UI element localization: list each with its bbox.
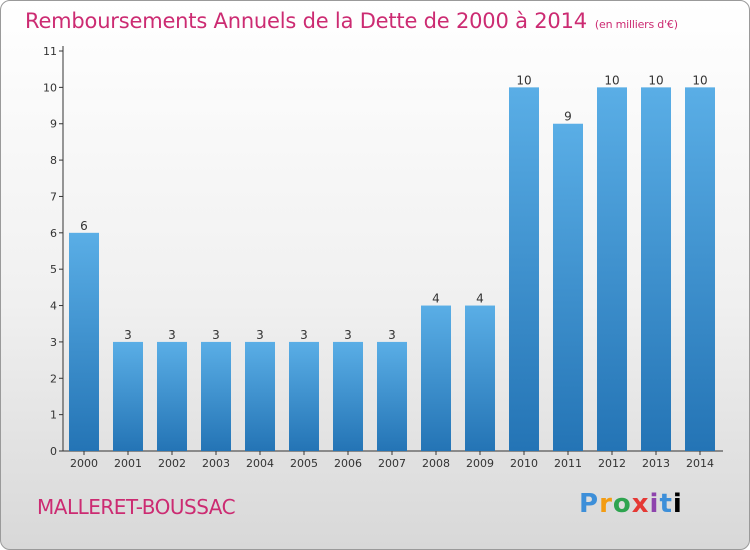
bar [509, 87, 539, 451]
y-tick-label: 1 [50, 409, 57, 422]
bar [201, 341, 231, 451]
bar [289, 341, 319, 451]
bar-value-label: 10 [692, 73, 707, 87]
bar [553, 123, 583, 452]
y-tick-label: 8 [50, 154, 57, 167]
bar-value-label: 9 [564, 110, 572, 124]
x-tick-label: 2003 [202, 457, 230, 470]
bar [69, 232, 99, 451]
x-tick-label: 2012 [598, 457, 626, 470]
x-tick-label: 2010 [510, 457, 538, 470]
x-tick-label: 2009 [466, 457, 494, 470]
bar [465, 305, 495, 451]
bar [245, 341, 275, 451]
y-tick-label: 2 [50, 372, 57, 385]
chart-title-text: Remboursements Annuels de la Dette de 20… [25, 9, 587, 33]
x-tick-label: 2002 [158, 457, 186, 470]
bar-value-label: 4 [432, 292, 440, 306]
y-tick-label: 7 [50, 190, 57, 203]
bar-value-label: 3 [212, 328, 220, 342]
x-tick-label: 2007 [378, 457, 406, 470]
x-tick-label: 2000 [70, 457, 98, 470]
bar [421, 305, 451, 451]
x-tick-label: 2011 [554, 457, 582, 470]
bar-value-label: 3 [388, 328, 396, 342]
bar [597, 87, 627, 451]
bar-value-label: 10 [648, 73, 663, 87]
proxiti-logo: Proxiti [579, 489, 683, 519]
bar [157, 341, 187, 451]
bar-value-label: 3 [344, 328, 352, 342]
x-tick-label: 2004 [246, 457, 274, 470]
bar [641, 87, 671, 451]
bar-value-label: 3 [168, 328, 176, 342]
chart-title: Remboursements Annuels de la Dette de 20… [25, 9, 678, 33]
bar [333, 341, 363, 451]
bar [685, 87, 715, 451]
bar-value-label: 3 [300, 328, 308, 342]
bar-value-label: 6 [80, 219, 88, 233]
x-tick-label: 2001 [114, 457, 142, 470]
bar-value-label: 4 [476, 292, 484, 306]
bar-value-label: 10 [604, 73, 619, 87]
y-tick-label: 3 [50, 336, 57, 349]
x-tick-label: 2014 [686, 457, 714, 470]
x-tick-label: 2006 [334, 457, 362, 470]
bar [113, 341, 143, 451]
y-tick-label: 4 [50, 300, 57, 313]
y-tick-label: 5 [50, 263, 57, 276]
bar-value-label: 3 [256, 328, 264, 342]
chart-unit: (en milliers d'€) [594, 18, 678, 31]
bar-value-label: 10 [516, 73, 531, 87]
bar [377, 341, 407, 451]
y-tick-label: 6 [50, 227, 57, 240]
y-tick-label: 0 [50, 445, 57, 458]
x-tick-label: 2008 [422, 457, 450, 470]
commune-name: MALLERET-BOUSSAC [37, 495, 236, 519]
bar-value-label: 3 [124, 328, 132, 342]
y-tick-label: 11 [43, 45, 57, 58]
y-tick-label: 9 [50, 118, 57, 131]
y-tick-label: 10 [43, 81, 57, 94]
x-tick-label: 2013 [642, 457, 670, 470]
x-tick-label: 2005 [290, 457, 318, 470]
